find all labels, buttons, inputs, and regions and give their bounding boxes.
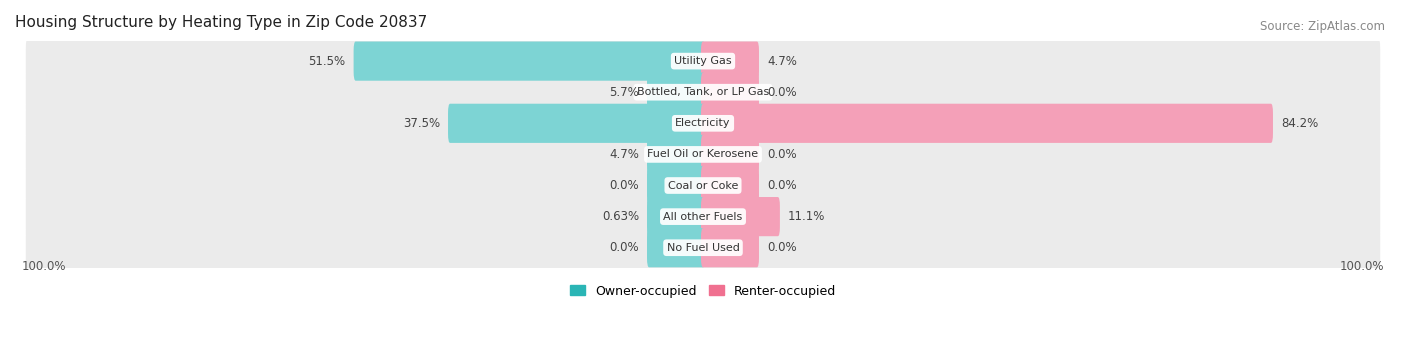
Text: Housing Structure by Heating Type in Zip Code 20837: Housing Structure by Heating Type in Zip… (15, 15, 427, 30)
Text: 0.0%: 0.0% (609, 241, 638, 254)
FancyBboxPatch shape (25, 161, 1381, 210)
FancyBboxPatch shape (702, 73, 759, 112)
FancyBboxPatch shape (25, 192, 1381, 241)
Text: 100.0%: 100.0% (1340, 260, 1385, 273)
Text: 0.0%: 0.0% (768, 86, 797, 99)
FancyBboxPatch shape (702, 197, 780, 236)
FancyBboxPatch shape (25, 130, 1381, 179)
FancyBboxPatch shape (25, 223, 1381, 272)
FancyBboxPatch shape (647, 73, 704, 112)
Text: 4.7%: 4.7% (768, 55, 797, 68)
Text: 0.0%: 0.0% (609, 179, 638, 192)
Text: 5.7%: 5.7% (609, 86, 638, 99)
FancyBboxPatch shape (353, 42, 704, 81)
Text: 84.2%: 84.2% (1281, 117, 1319, 130)
Text: 37.5%: 37.5% (402, 117, 440, 130)
FancyBboxPatch shape (702, 42, 759, 81)
Text: Coal or Coke: Coal or Coke (668, 180, 738, 191)
FancyBboxPatch shape (702, 104, 1272, 143)
Text: 51.5%: 51.5% (308, 55, 346, 68)
Text: 0.0%: 0.0% (768, 148, 797, 161)
Text: 0.0%: 0.0% (768, 241, 797, 254)
Text: No Fuel Used: No Fuel Used (666, 243, 740, 253)
Text: 4.7%: 4.7% (609, 148, 638, 161)
FancyBboxPatch shape (702, 135, 759, 174)
Text: All other Fuels: All other Fuels (664, 212, 742, 222)
Text: 100.0%: 100.0% (21, 260, 66, 273)
Text: Fuel Oil or Kerosene: Fuel Oil or Kerosene (647, 149, 759, 159)
Text: 0.0%: 0.0% (768, 179, 797, 192)
Text: Bottled, Tank, or LP Gas: Bottled, Tank, or LP Gas (637, 87, 769, 97)
Text: 0.63%: 0.63% (602, 210, 638, 223)
Text: 11.1%: 11.1% (787, 210, 825, 223)
FancyBboxPatch shape (647, 135, 704, 174)
Legend: Owner-occupied, Renter-occupied: Owner-occupied, Renter-occupied (565, 280, 841, 302)
FancyBboxPatch shape (702, 228, 759, 267)
FancyBboxPatch shape (25, 36, 1381, 86)
Text: Electricity: Electricity (675, 118, 731, 128)
FancyBboxPatch shape (702, 166, 759, 205)
FancyBboxPatch shape (25, 99, 1381, 148)
FancyBboxPatch shape (647, 197, 704, 236)
FancyBboxPatch shape (449, 104, 704, 143)
Text: Source: ZipAtlas.com: Source: ZipAtlas.com (1260, 20, 1385, 33)
FancyBboxPatch shape (25, 68, 1381, 117)
Text: Utility Gas: Utility Gas (675, 56, 731, 66)
FancyBboxPatch shape (647, 166, 704, 205)
FancyBboxPatch shape (647, 228, 704, 267)
